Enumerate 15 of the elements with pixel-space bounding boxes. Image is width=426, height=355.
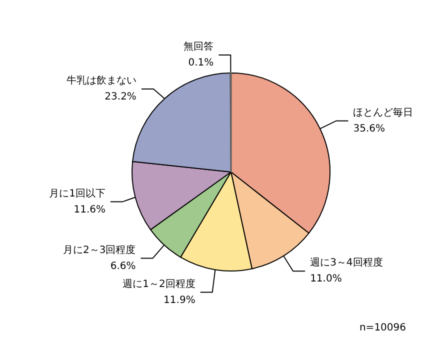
slice-label: 週に3～4回程度 — [310, 256, 383, 269]
data-label: 35.6% — [353, 123, 386, 134]
data-label: 11.6% — [74, 204, 106, 216]
slice-label: 牛乳は飲まない — [66, 74, 136, 86]
slice-label: 月に2～3回程度 — [63, 244, 136, 256]
slice-label: 月に1回以下 — [49, 187, 106, 200]
text: n=10096 — [359, 322, 406, 334]
data-label: 23.2% — [104, 92, 136, 102]
data-label: 0.1% — [188, 58, 214, 68]
data-label: 11.9% — [164, 294, 196, 306]
data-label: 11.0% — [310, 274, 342, 285]
slice-label: 週に1～2回程度 — [122, 278, 196, 290]
slice-label: ほとんど毎日 — [353, 106, 414, 118]
data-label: 6.6% — [110, 260, 136, 272]
slice-label: 無回答 — [184, 40, 214, 52]
